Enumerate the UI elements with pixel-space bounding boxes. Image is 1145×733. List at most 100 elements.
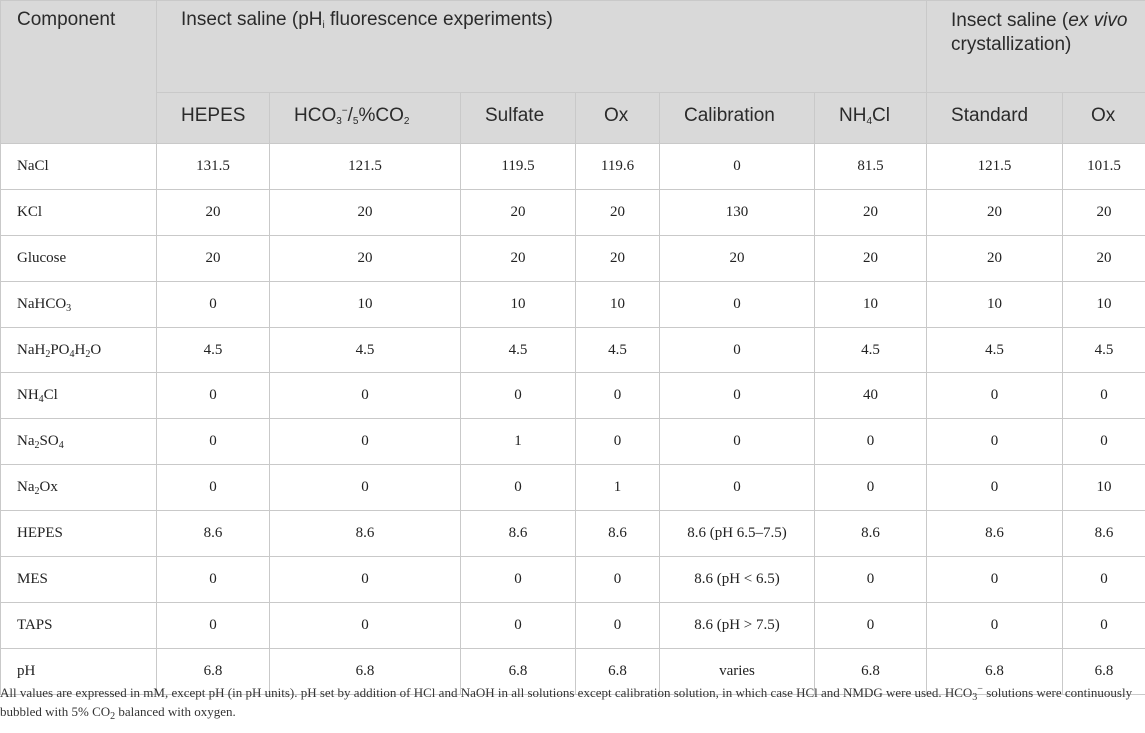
value-cell: 20 <box>1062 234 1145 282</box>
value-cell: 20 <box>659 234 815 282</box>
value-cell: 10 <box>1062 280 1145 328</box>
value-cell: 119.5 <box>460 143 576 190</box>
value-cell: 20 <box>156 234 270 282</box>
value-cell: 0 <box>926 372 1064 420</box>
value-cell: 0 <box>575 601 660 649</box>
value-cell: 0 <box>269 418 461 466</box>
value-cell: 4.5 <box>1062 326 1145 374</box>
table-row: HEPES 8.6 8.6 8.6 8.6 8.6 (pH 6.5–7.5) 8.6 8.6 8… <box>0 510 1145 558</box>
value-cell: 20 <box>926 234 1064 282</box>
value-cell: 10 <box>813 280 928 328</box>
value-cell: 6.8 <box>813 647 928 695</box>
value-cell: 20 <box>926 188 1064 236</box>
value-cell: 0 <box>1062 601 1145 649</box>
table-row: KCl 20 20 20 20 130 20 20 20 <box>0 188 1145 236</box>
component-cell: Glucose <box>0 234 157 282</box>
value-cell: 0 <box>1062 372 1145 420</box>
value-cell: 0 <box>813 601 928 649</box>
value-cell: 10 <box>269 280 461 328</box>
table-row: pH 6.8 6.8 6.8 6.8 varies 6.8 6.8 6.8 <box>0 647 1145 695</box>
table-body: NaCl 131.5 121.5 119.5 119.6 0 81.5 121.5 101.5 K… <box>0 143 1145 695</box>
value-cell: 131.5 <box>156 143 270 190</box>
value-cell: 0 <box>269 601 461 649</box>
table-row: NaH2PO4H2O 4.5 4.5 4.5 4.5 0 4.5 4.5 4.5 <box>0 326 1145 374</box>
component-cell: Na2SO4 <box>0 418 157 466</box>
value-cell: 0 <box>659 464 815 512</box>
value-cell: 119.6 <box>575 143 660 190</box>
value-cell: 0 <box>460 601 576 649</box>
value-cell: 0 <box>659 326 815 374</box>
table-row: Na2Ox 0 0 0 1 0 0 0 10 <box>0 464 1145 512</box>
value-cell: 0 <box>156 556 270 603</box>
value-cell: 0 <box>269 556 461 603</box>
table-row: MES 0 0 0 0 8.6 (pH < 6.5) 0 0 0 <box>0 556 1145 603</box>
header-row-columns: HEPES HCO3−/5%CO2 Sulfate Ox Calibration NH4C… <box>1 92 1145 144</box>
value-cell: 4.5 <box>926 326 1064 374</box>
value-cell: 0 <box>813 418 928 466</box>
value-cell: 81.5 <box>813 143 928 190</box>
component-cell: NH4Cl <box>0 372 157 420</box>
value-cell: 0 <box>460 556 576 603</box>
value-cell: 6.8 <box>1062 647 1145 695</box>
component-cell: HEPES <box>0 510 157 558</box>
value-cell: 0 <box>269 372 461 420</box>
header-row-groups: Component Insect saline (pHi fluorescenc… <box>0 0 1145 144</box>
value-cell: 10 <box>926 280 1064 328</box>
column-header-ox: Ox <box>575 92 660 144</box>
value-cell: 0 <box>575 556 660 603</box>
value-cell: 4.5 <box>269 326 461 374</box>
value-cell: 20 <box>156 188 270 236</box>
value-cell: 0 <box>926 556 1064 603</box>
value-cell: 121.5 <box>926 143 1064 190</box>
column-header-calibration: Calibration <box>659 92 815 144</box>
column-header-hepes: HEPES <box>156 92 270 144</box>
value-cell: 4.5 <box>575 326 660 374</box>
value-cell: 0 <box>659 372 815 420</box>
value-cell: 0 <box>926 601 1064 649</box>
value-cell: 8.6 <box>926 510 1064 558</box>
column-header-standard: Standard <box>926 92 1064 144</box>
value-cell: 0 <box>269 464 461 512</box>
value-cell: 0 <box>156 464 270 512</box>
value-cell: 0 <box>813 556 928 603</box>
table-row: Glucose 20 20 20 20 20 20 20 20 <box>0 234 1145 282</box>
component-cell: MES <box>0 556 157 603</box>
value-cell: 8.6 (pH 6.5–7.5) <box>659 510 815 558</box>
value-cell: 4.5 <box>813 326 928 374</box>
value-cell: 8.6 <box>813 510 928 558</box>
value-cell: 10 <box>575 280 660 328</box>
value-cell: 0 <box>926 418 1064 466</box>
value-cell: 40 <box>813 372 928 420</box>
value-cell: 8.6 <box>460 510 576 558</box>
value-cell: 8.6 (pH > 7.5) <box>659 601 815 649</box>
value-cell: 0 <box>460 372 576 420</box>
value-cell: 8.6 <box>1062 510 1145 558</box>
table-row: NaCl 131.5 121.5 119.5 119.6 0 81.5 121.5 101.5 <box>0 143 1145 190</box>
column-header-ox2: Ox <box>1062 92 1145 144</box>
value-cell: 0 <box>156 280 270 328</box>
value-cell: 10 <box>1062 464 1145 512</box>
value-cell: 130 <box>659 188 815 236</box>
value-cell: 6.8 <box>926 647 1064 695</box>
value-cell: 8.6 <box>575 510 660 558</box>
value-cell: 20 <box>575 234 660 282</box>
value-cell: 0 <box>156 418 270 466</box>
value-cell: 6.8 <box>156 647 270 695</box>
table-row: Na2SO4 0 0 1 0 0 0 0 0 <box>0 418 1145 466</box>
value-cell: 0 <box>156 601 270 649</box>
table-footnote: All values are expressed in mM, except p… <box>0 683 1133 722</box>
column-header-nh4cl: NH4Cl <box>813 92 928 144</box>
value-cell: 8.6 <box>269 510 461 558</box>
value-cell: 0 <box>460 464 576 512</box>
value-cell: 20 <box>813 188 928 236</box>
value-cell: 8.6 (pH < 6.5) <box>659 556 815 603</box>
value-cell: 0 <box>1062 556 1145 603</box>
group-header-exvivo: Insect saline (ex vivo crystallization) <box>926 0 1145 93</box>
value-cell: 0 <box>813 464 928 512</box>
column-header-hco3: HCO3−/5%CO2 <box>269 92 461 144</box>
component-cell: NaHCO3 <box>0 280 157 328</box>
component-header: Component <box>0 0 157 144</box>
value-cell: 4.5 <box>156 326 270 374</box>
group-header-fluorescence: Insect saline (pHi fluorescence experime… <box>155 0 928 93</box>
column-header-sulfate: Sulfate <box>460 92 576 144</box>
